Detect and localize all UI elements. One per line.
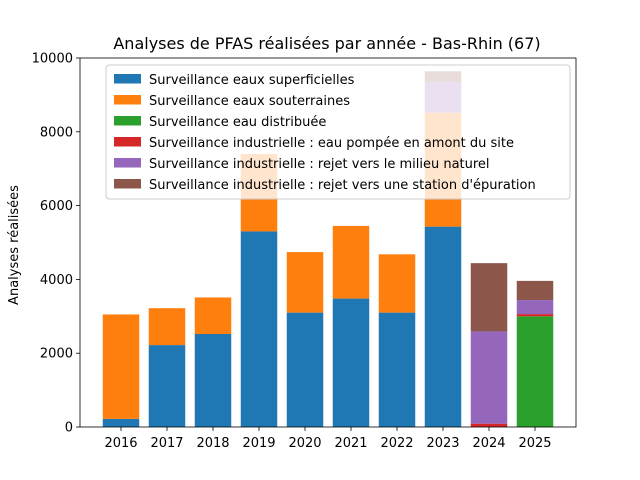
legend-swatch-5 [114,158,141,168]
x-tick-label: 2022 [380,436,413,451]
legend-swatch-6 [114,179,141,189]
bar-2016-series-1 [102,418,140,427]
legend-label-4: Surveillance industrielle : eau pompée e… [149,136,514,151]
bar-2021-series-1 [332,298,370,427]
x-tick-label: 2016 [104,436,137,451]
x-tick-label: 2024 [472,436,505,451]
bar-2025-series-6 [516,280,554,301]
bar-2024-series-6 [470,263,508,332]
legend-label-2: Surveillance eaux souterraines [149,94,350,109]
bar-2020-series-2 [286,252,324,313]
bar-2024-series-4 [470,423,508,427]
bar-2024-series-5 [470,331,508,424]
x-tick-label: 2020 [288,436,321,451]
y-axis-label: Analyses réalisées [7,185,22,305]
legend: Surveillance eaux superficielles Surveill… [105,64,571,200]
y-tick-label: 10000 [32,52,73,67]
y-tick-label: 4000 [40,273,73,288]
bar-2016-series-2 [102,314,140,419]
bar-2025-series-3 [516,316,554,427]
legend-box [105,64,571,200]
x-tick-label: 2018 [196,436,229,451]
x-tick-label: 2025 [518,436,551,451]
bar-2023-series-1 [424,226,462,427]
y-tick-label: 0 [65,421,73,436]
bar-2018-series-2 [194,297,232,335]
y-tick-label: 6000 [40,199,73,214]
y-tick-label: 8000 [40,125,73,140]
bar-2019-series-1 [240,231,278,427]
plot-frame [79,57,577,428]
legend-label-1: Surveillance eaux superficielles [149,73,355,88]
x-tick-label: 2021 [334,436,367,451]
y-tick-label: 2000 [40,347,73,362]
bar-2022-series-1 [378,312,416,427]
legend-label-6: Surveillance industrielle : rejet vers u… [149,178,536,193]
bar-2025-series-4 [516,314,554,317]
x-tick-label: 2017 [150,436,183,451]
x-tick-label: 2023 [426,436,459,451]
bar-2017-series-1 [148,345,186,427]
bar-2020-series-1 [286,312,324,427]
legend-label-5: Surveillance industrielle : rejet vers l… [149,157,490,172]
legend-swatch-4 [114,137,141,147]
chart-title: Analyses de PFAS réalisées par année - B… [113,34,540,53]
plot-area: 2016 2017 2018 2019 2020 2021 2022 2023 2024 2025… [32,52,577,451]
bar-2025-series-5 [516,300,554,315]
bar-2022-series-2 [378,254,416,313]
legend-swatch-3 [114,116,141,126]
legend-swatch-2 [114,95,141,105]
bar-2017-series-2 [148,308,186,346]
legend-label-3: Surveillance eau distribuée [149,115,326,130]
bar-2018-series-1 [194,334,232,427]
legend-swatch-1 [114,74,141,84]
bar-2021-series-2 [332,225,370,299]
x-tick-label: 2019 [242,436,275,451]
